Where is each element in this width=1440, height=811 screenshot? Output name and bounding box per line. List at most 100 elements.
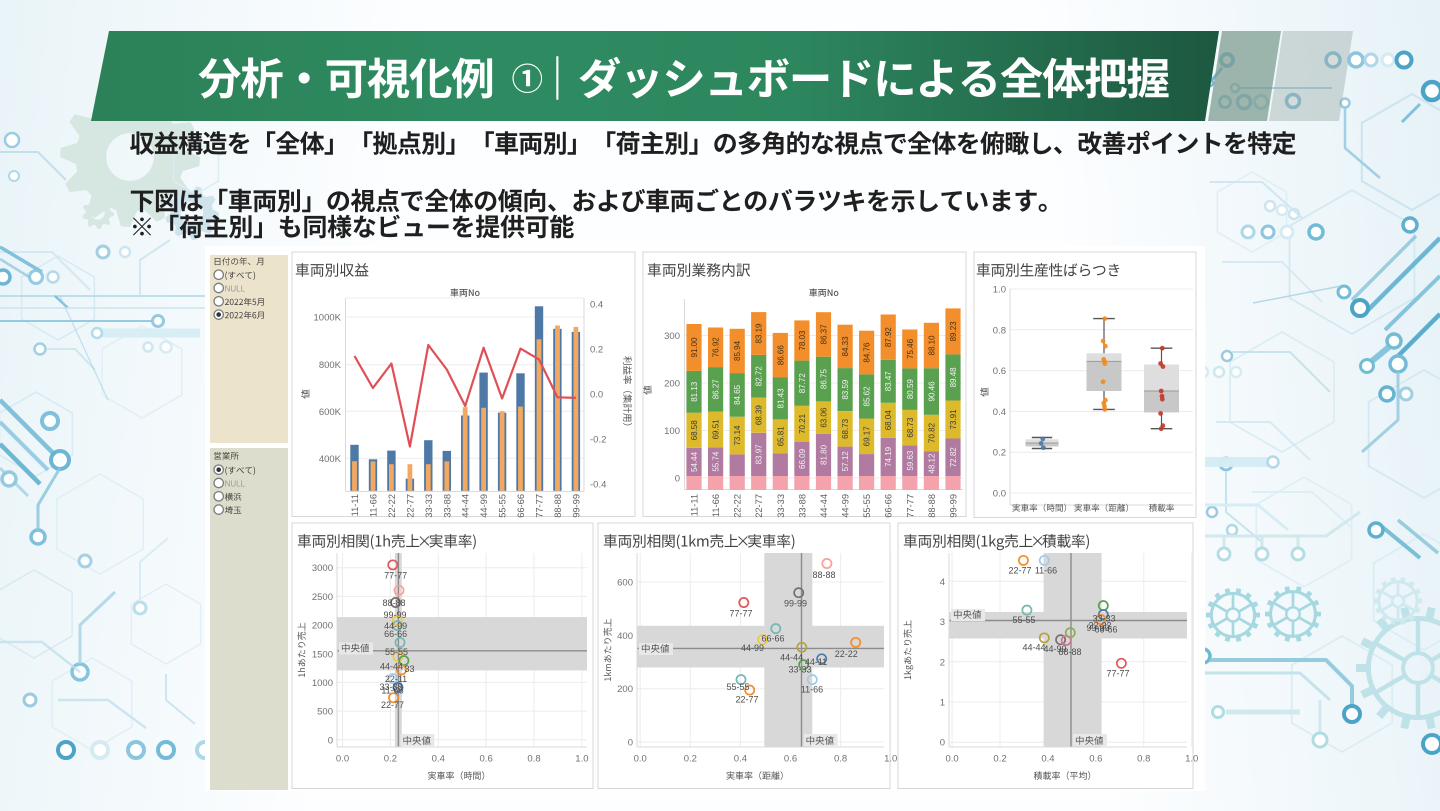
svg-text:3000: 3000 xyxy=(312,563,333,574)
svg-text:33: 33 xyxy=(404,664,414,674)
svg-text:300: 300 xyxy=(664,331,680,342)
svg-text:0.6: 0.6 xyxy=(993,366,1006,377)
svg-text:55-55: 55-55 xyxy=(385,647,408,657)
svg-text:0.4: 0.4 xyxy=(734,754,747,765)
svg-text:0.6: 0.6 xyxy=(784,754,797,765)
svg-text:44-44: 44-44 xyxy=(380,662,403,672)
svg-text:22-22: 22-22 xyxy=(835,649,858,659)
svg-text:1.0: 1.0 xyxy=(1185,754,1198,765)
svg-text:0.0: 0.0 xyxy=(634,754,647,765)
svg-text:2500: 2500 xyxy=(312,592,333,603)
svg-text:0.4: 0.4 xyxy=(1041,754,1054,765)
svg-text:75.46: 75.46 xyxy=(906,338,915,359)
svg-text:0.8: 0.8 xyxy=(1137,754,1150,765)
svg-text:89.48: 89.48 xyxy=(949,367,958,388)
svg-text:0.2: 0.2 xyxy=(993,448,1006,459)
svg-text:2: 2 xyxy=(940,657,945,668)
svg-text:44-99: 44-99 xyxy=(384,621,407,631)
svg-text:33-88: 33-88 xyxy=(797,494,807,518)
svg-text:44-99: 44-99 xyxy=(1043,644,1066,654)
svg-text:22-22: 22-22 xyxy=(1088,621,1111,631)
svg-text:-0.4: -0.4 xyxy=(590,480,606,491)
svg-text:0.0: 0.0 xyxy=(945,754,958,765)
svg-text:0: 0 xyxy=(675,474,680,485)
svg-text:22-77: 22-77 xyxy=(735,695,758,705)
svg-text:55.74: 55.74 xyxy=(712,451,721,472)
svg-text:22-22: 22-22 xyxy=(387,494,397,518)
svg-text:55-55: 55-55 xyxy=(862,494,872,518)
svg-text:88-88: 88-88 xyxy=(553,494,563,518)
svg-text:0.6: 0.6 xyxy=(480,754,493,765)
svg-text:33-88: 33-88 xyxy=(379,682,402,692)
svg-text:0.8: 0.8 xyxy=(527,754,540,765)
svg-text:59.63: 59.63 xyxy=(906,450,915,471)
svg-text:3: 3 xyxy=(940,617,945,628)
svg-text:83.97: 83.97 xyxy=(755,444,764,465)
svg-text:87.92: 87.92 xyxy=(884,327,893,348)
svg-text:68.73: 68.73 xyxy=(906,417,915,438)
svg-text:81.43: 81.43 xyxy=(776,388,785,409)
svg-text:85.62: 85.62 xyxy=(863,386,872,407)
svg-text:90.46: 90.46 xyxy=(927,381,936,402)
svg-text:66-66: 66-66 xyxy=(884,494,894,518)
svg-text:99-99: 99-99 xyxy=(948,494,958,518)
svg-text:84.33: 84.33 xyxy=(841,336,850,357)
svg-text:0.2: 0.2 xyxy=(590,345,603,356)
svg-text:86.37: 86.37 xyxy=(819,324,828,345)
svg-text:66-66: 66-66 xyxy=(384,629,407,639)
svg-text:200: 200 xyxy=(664,379,680,390)
svg-text:11-11: 11-11 xyxy=(690,494,700,516)
svg-text:44-99: 44-99 xyxy=(841,494,851,518)
svg-text:66-66: 66-66 xyxy=(761,634,784,644)
svg-text:68.04: 68.04 xyxy=(884,410,893,431)
svg-text:44-44: 44-44 xyxy=(461,494,471,518)
svg-text:0.8: 0.8 xyxy=(993,325,1006,336)
svg-text:600: 600 xyxy=(617,577,633,588)
svg-text:88-88: 88-88 xyxy=(382,598,405,608)
svg-text:44-99: 44-99 xyxy=(741,643,764,653)
svg-text:86.66: 86.66 xyxy=(776,345,785,366)
svg-text:83.19: 83.19 xyxy=(755,323,764,344)
svg-text:86.75: 86.75 xyxy=(819,369,828,390)
svg-text:0.4: 0.4 xyxy=(432,754,445,765)
svg-text:600K: 600K xyxy=(319,407,342,418)
svg-text:44-44: 44-44 xyxy=(1022,643,1045,653)
svg-text:85.94: 85.94 xyxy=(733,340,742,361)
svg-text:80.59: 80.59 xyxy=(906,379,915,400)
svg-text:83.47: 83.47 xyxy=(884,371,893,392)
svg-text:NULL: NULL xyxy=(225,285,246,294)
svg-text:-0.2: -0.2 xyxy=(590,435,606,446)
svg-text:72.82: 72.82 xyxy=(949,447,958,468)
svg-text:0.4: 0.4 xyxy=(993,407,1006,418)
svg-text:33-33: 33-33 xyxy=(1092,614,1115,624)
svg-text:84.76: 84.76 xyxy=(863,342,872,363)
svg-text:77-77: 77-77 xyxy=(535,494,545,518)
svg-text:11-66: 11-66 xyxy=(711,494,721,517)
svg-text:500: 500 xyxy=(317,707,333,718)
svg-text:0.0: 0.0 xyxy=(993,489,1006,500)
svg-text:0.2: 0.2 xyxy=(384,754,397,765)
svg-text:69.17: 69.17 xyxy=(863,426,872,447)
svg-text:70.21: 70.21 xyxy=(798,413,807,434)
svg-text:400K: 400K xyxy=(319,454,342,465)
svg-text:99-99: 99-99 xyxy=(571,494,581,518)
svg-text:33-33: 33-33 xyxy=(424,494,434,518)
svg-text:11-11: 11-11 xyxy=(350,494,360,516)
svg-text:22-77: 22-77 xyxy=(754,494,764,518)
svg-text:88.10: 88.10 xyxy=(927,335,936,356)
svg-text:0.8: 0.8 xyxy=(834,754,847,765)
svg-text:1.0: 1.0 xyxy=(884,754,897,765)
svg-text:88-88: 88-88 xyxy=(1058,647,1081,657)
svg-text:57.12: 57.12 xyxy=(841,451,850,472)
svg-text:0.4: 0.4 xyxy=(590,300,603,311)
svg-text:0: 0 xyxy=(940,738,945,749)
svg-text:22-11: 22-11 xyxy=(385,674,407,684)
svg-text:2000: 2000 xyxy=(312,621,333,632)
svg-text:69.51: 69.51 xyxy=(712,419,721,440)
svg-text:0: 0 xyxy=(628,738,633,749)
svg-text:1000K: 1000K xyxy=(314,313,342,324)
svg-text:22-77: 22-77 xyxy=(381,700,404,710)
svg-text:65.81: 65.81 xyxy=(776,426,785,447)
svg-text:81.80: 81.80 xyxy=(819,444,828,465)
svg-text:77-77: 77-77 xyxy=(729,609,752,619)
